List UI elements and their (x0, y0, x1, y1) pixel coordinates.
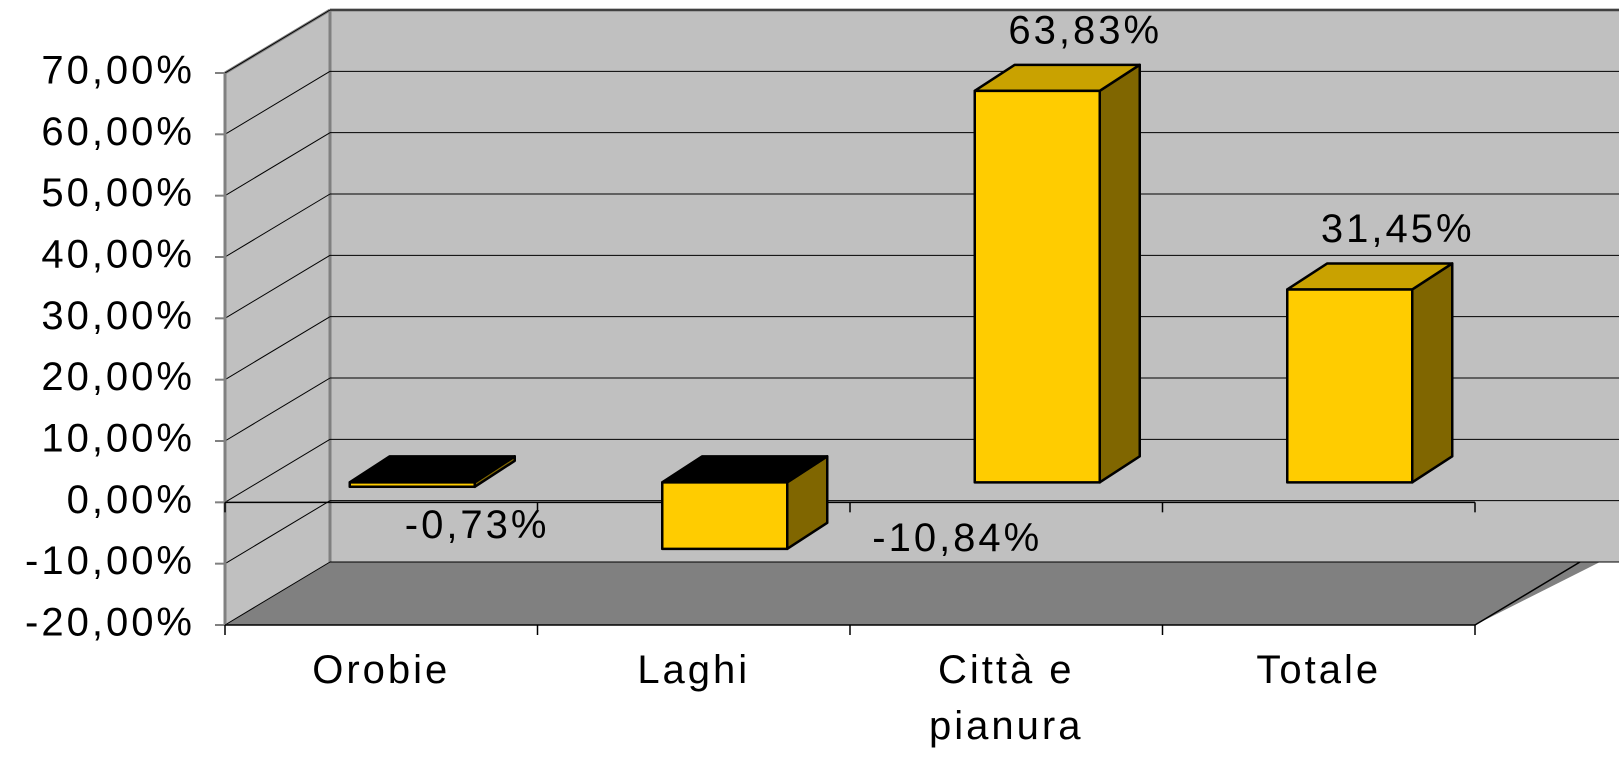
y-tick-label: 50,00% (41, 171, 195, 215)
bar (973, 89, 1101, 484)
y-tick-label: 30,00% (41, 294, 195, 338)
bar (661, 481, 789, 551)
grid-line (224, 377, 331, 442)
grid-line (224, 438, 331, 503)
y-tick-label: 70,00% (41, 49, 195, 93)
bar (1286, 288, 1414, 484)
data-label: 31,45% (1321, 207, 1475, 251)
side-wall (225, 10, 330, 625)
data-label: -0,73% (405, 503, 550, 547)
grid-line (224, 132, 331, 197)
bar-side (1411, 262, 1454, 484)
grid-line (224, 254, 331, 319)
grid-line (224, 193, 331, 258)
grid-line (224, 70, 331, 135)
bar-side (1098, 63, 1141, 484)
x-tick-label: Orobie (312, 648, 451, 692)
y-tick-label: 20,00% (41, 355, 195, 399)
x-tick-label: Totale (1256, 648, 1382, 692)
y-tick-label: -20,00% (25, 601, 195, 645)
grid-line (224, 561, 331, 626)
y-tick-label: 40,00% (41, 233, 195, 277)
data-label: -10,84% (872, 516, 1042, 560)
floor-edge (1474, 561, 1581, 626)
x-tick-label: Laghi (637, 648, 751, 692)
y-tick-label: -10,00% (25, 539, 195, 583)
data-label: 63,83% (1008, 8, 1162, 52)
grid-line (224, 316, 331, 381)
bar (348, 481, 476, 489)
grid-line (224, 9, 331, 74)
x-tick-label: Città e pianura (929, 648, 1084, 748)
floor (225, 562, 1600, 625)
grid-line (224, 500, 331, 565)
y-tick-label: 10,00% (41, 417, 195, 461)
y-tick-label: 60,00% (41, 110, 195, 154)
y-tick-label: 0,00% (67, 478, 195, 522)
